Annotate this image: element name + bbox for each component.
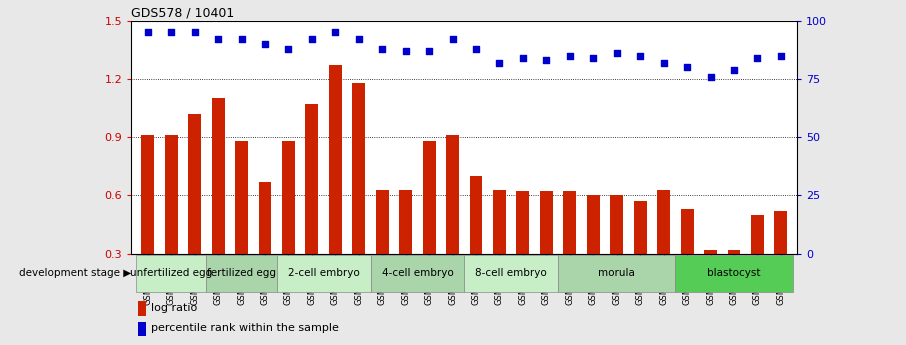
Bar xyxy=(633,201,647,254)
Point xyxy=(774,53,788,58)
Bar xyxy=(680,209,693,254)
Point xyxy=(610,50,624,56)
Point xyxy=(633,53,648,58)
Point xyxy=(586,55,601,61)
Bar xyxy=(423,141,436,254)
Bar xyxy=(188,114,201,254)
Bar xyxy=(329,65,342,254)
Bar xyxy=(516,191,529,254)
FancyBboxPatch shape xyxy=(276,255,371,292)
Point xyxy=(516,55,530,61)
Point xyxy=(680,65,694,70)
Point xyxy=(352,37,366,42)
Text: morula: morula xyxy=(598,268,635,278)
Text: blastocyst: blastocyst xyxy=(708,268,761,278)
Bar xyxy=(400,189,412,254)
Bar xyxy=(282,141,295,254)
Point xyxy=(281,46,295,51)
Text: 2-cell embryo: 2-cell embryo xyxy=(288,268,360,278)
Bar xyxy=(611,195,623,254)
Point xyxy=(539,58,554,63)
Bar xyxy=(493,189,506,254)
Bar xyxy=(657,189,670,254)
Bar xyxy=(728,250,740,254)
Text: log ratio: log ratio xyxy=(151,303,198,313)
Point xyxy=(422,48,437,54)
Text: development stage ▶: development stage ▶ xyxy=(19,268,131,278)
Point xyxy=(140,30,155,35)
FancyBboxPatch shape xyxy=(675,255,793,292)
Point xyxy=(563,53,577,58)
Point xyxy=(727,67,741,72)
Bar xyxy=(775,211,787,254)
Point xyxy=(328,30,342,35)
Text: fertilized egg: fertilized egg xyxy=(207,268,276,278)
Point xyxy=(164,30,178,35)
Point xyxy=(258,41,273,47)
Text: 4-cell embryo: 4-cell embryo xyxy=(381,268,453,278)
Point xyxy=(703,74,718,79)
Bar xyxy=(305,104,318,254)
Text: GDS578 / 10401: GDS578 / 10401 xyxy=(131,7,235,20)
Point xyxy=(750,55,765,61)
Bar xyxy=(141,135,154,254)
Point xyxy=(304,37,319,42)
Point xyxy=(492,60,506,66)
Bar xyxy=(236,141,248,254)
Bar xyxy=(258,182,272,254)
Text: 8-cell embryo: 8-cell embryo xyxy=(476,268,547,278)
Bar xyxy=(165,135,178,254)
Bar xyxy=(352,83,365,254)
FancyBboxPatch shape xyxy=(136,255,207,292)
Point xyxy=(399,48,413,54)
Bar xyxy=(212,98,225,254)
Bar xyxy=(446,135,459,254)
Point xyxy=(188,30,202,35)
FancyBboxPatch shape xyxy=(465,255,558,292)
Bar xyxy=(587,195,600,254)
Bar xyxy=(376,189,389,254)
FancyBboxPatch shape xyxy=(207,255,276,292)
FancyBboxPatch shape xyxy=(371,255,465,292)
Bar xyxy=(704,250,717,254)
Point xyxy=(446,37,460,42)
Bar xyxy=(469,176,483,254)
Text: unfertilized egg: unfertilized egg xyxy=(130,268,212,278)
Bar xyxy=(138,322,146,336)
Bar xyxy=(540,191,553,254)
FancyBboxPatch shape xyxy=(558,255,675,292)
Text: percentile rank within the sample: percentile rank within the sample xyxy=(151,323,339,333)
Bar xyxy=(138,301,146,316)
Point xyxy=(468,46,483,51)
Point xyxy=(211,37,226,42)
Point xyxy=(656,60,670,66)
Point xyxy=(375,46,390,51)
Point xyxy=(235,37,249,42)
Bar xyxy=(751,215,764,254)
Bar xyxy=(564,191,576,254)
